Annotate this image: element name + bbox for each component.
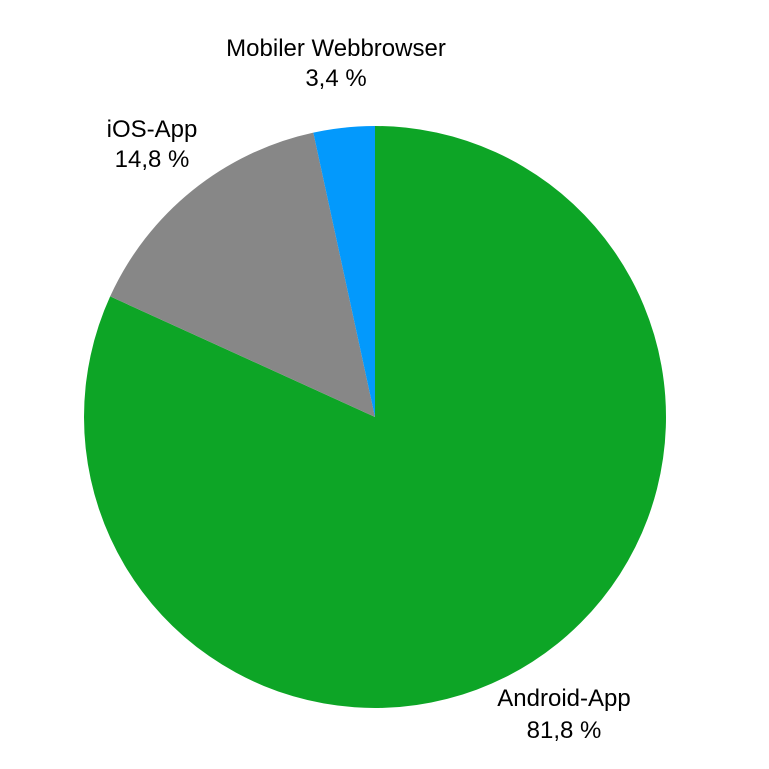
pie-slice-android-app <box>84 126 667 708</box>
label-android-app-name: Android-App <box>497 685 630 712</box>
pie-slices <box>84 126 667 708</box>
label-ios-app-name: iOS-App <box>107 116 198 143</box>
label-android-app-value: 81,8 % <box>527 717 602 744</box>
label-mobiler-webbrowser-value: 3,4 % <box>305 65 366 92</box>
pie-slice-ios-app <box>110 132 375 418</box>
label-mobiler-webbrowser-name: Mobiler Webbrowser <box>226 35 446 62</box>
pie-labels: Mobiler Webbrowser 3,4 % iOS-App 14,8 % … <box>107 35 631 744</box>
label-ios-app-value: 14,8 % <box>115 146 190 173</box>
pie-slice-mobiler-webbrowser <box>313 126 375 417</box>
